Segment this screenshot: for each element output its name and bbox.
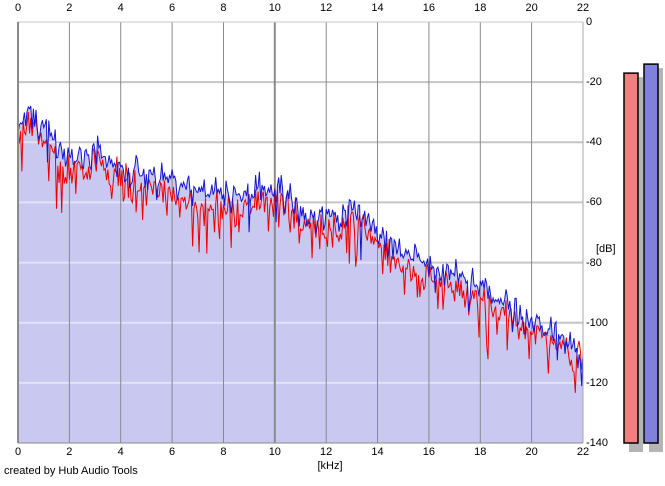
y-tick-label: -100 [586,316,609,329]
red-spectrum-trace [17,112,584,393]
x-tick-label-top: 22 [576,2,590,14]
x-tick-label-top: 10 [268,2,281,14]
x-tick-label-top: 20 [525,2,538,14]
y-tick-label: -20 [586,76,602,89]
x-tick-label-top: 18 [474,2,487,14]
x-tick-label-top: 12 [320,2,333,14]
y-axis-unit-label: [dB] [596,243,616,255]
x-tick-label-bottom: 0 [14,446,22,458]
x-tick-label-bottom: 6 [169,446,176,458]
y-tick-label: -120 [586,376,609,389]
y-tick-label: -140 [586,437,609,449]
x-axis-unit-label: [kHz] [317,460,343,472]
x-tick-label-top: 14 [371,2,384,14]
x-tick-label-top: 0 [14,2,22,14]
meter-red [623,72,639,444]
x-tick-label-bottom: 8 [220,446,227,458]
x-tick-label-bottom: 14 [371,446,384,458]
x-tick-label-top: 2 [66,2,73,14]
x-tick-label-bottom: 12 [320,446,333,458]
blue-spectrum-trace [17,105,584,387]
y-tick-label: 0 [586,16,593,28]
x-tick-label-top: 4 [117,2,124,14]
x-tick-label-top: 6 [169,2,176,14]
x-tick-label-bottom: 16 [422,446,436,458]
y-tick-label: -80 [586,256,602,269]
credit-text: created by Hub Audio Tools [4,465,138,477]
x-tick-label-bottom: 10 [268,446,281,458]
y-tick-label: -40 [586,136,602,149]
x-tick-label-bottom: 22 [576,446,590,458]
meter-blue [643,63,659,444]
x-tick-label-bottom: 18 [474,446,487,458]
x-tick-label-bottom: 4 [117,446,124,458]
y-tick-label: -60 [586,196,602,209]
x-tick-label-top: 16 [422,2,436,14]
x-tick-label-bottom: 2 [66,446,73,458]
x-tick-label-top: 8 [220,2,227,14]
x-tick-label-bottom: 20 [525,446,538,458]
